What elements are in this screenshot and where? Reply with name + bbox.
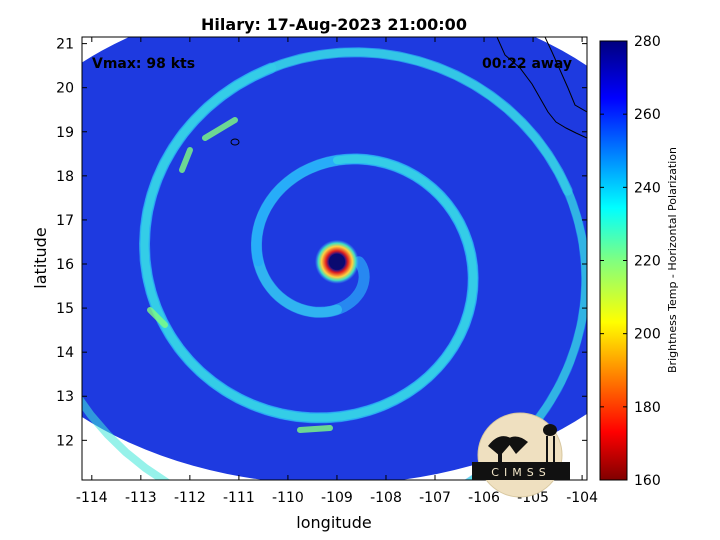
colorbar-tick-label: 160 [634, 473, 661, 489]
plot-frame [81, 36, 588, 481]
x-tick-label: -108 [370, 490, 402, 506]
colorbar-tick-label: 260 [634, 107, 661, 123]
x-axis-label: longitude [296, 513, 371, 532]
x-tick-label: -111 [223, 490, 255, 506]
colorbar-ticks: 160 180 200 220 240 260 280 [600, 34, 661, 489]
water-tower-icon [543, 424, 557, 462]
chart-title: Hilary: 17-Aug-2023 21:00:00 [201, 15, 467, 34]
coastline [496, 37, 587, 139]
y-tick-label: 17 [56, 213, 74, 229]
x-axis: -114 -113 -112 -111 -110 -109 -108 -107 -106 -105… [76, 37, 598, 506]
warm-streak [179, 147, 193, 173]
y-tick-label: 16 [56, 257, 74, 273]
coastline-2 [544, 37, 587, 113]
x-tick-label: -113 [125, 490, 157, 506]
x-tick-label: -112 [174, 490, 206, 506]
rain-bands [82, 47, 587, 480]
y-tick-label: 13 [56, 389, 74, 405]
storm-eye-core [328, 253, 345, 270]
x-tick-label: -107 [419, 490, 451, 506]
y-tick-label: 18 [56, 169, 74, 185]
colorbar-tick-label: 280 [634, 34, 661, 50]
cimss-logo: CIMSS [472, 412, 570, 498]
colorbar-label: Brightness Temp - Horizontal Polarizatio… [666, 147, 679, 373]
colorbar-tick-label: 220 [634, 254, 661, 270]
logo-text: CIMSS [491, 466, 550, 479]
x-tick-label: -104 [566, 490, 598, 506]
colorbar [599, 40, 628, 481]
time-offset-annotation: 00:22 away [482, 56, 572, 72]
vmax-annotation: Vmax: 98 kts [92, 56, 195, 72]
colorbar-tick-label: 180 [634, 400, 661, 416]
x-tick-label: -109 [321, 490, 353, 506]
warm-streak [202, 117, 238, 141]
y-tick-label: 15 [56, 301, 74, 317]
island [230, 138, 240, 146]
colorbar-tick-label: 240 [634, 180, 661, 196]
x-tick-label: -106 [468, 490, 500, 506]
y-tick-label: 14 [56, 345, 74, 361]
rain-band [82, 48, 587, 480]
warm-streak [297, 425, 333, 433]
heatmap [82, 37, 587, 480]
x-tick-label: -114 [76, 490, 108, 506]
warm-streak [147, 307, 168, 328]
x-tick-label: -110 [272, 490, 304, 506]
y-tick-label: 12 [56, 433, 74, 449]
satellite-dish-icon [488, 436, 528, 464]
y-axis-label: latitude [31, 227, 50, 288]
y-axis: 12 13 14 15 16 17 18 19 20 21 [56, 37, 587, 449]
colorbar-tick-label: 200 [634, 327, 661, 343]
y-tick-label: 20 [56, 81, 74, 97]
y-tick-label: 19 [56, 125, 74, 141]
y-tick-label: 21 [56, 37, 74, 53]
